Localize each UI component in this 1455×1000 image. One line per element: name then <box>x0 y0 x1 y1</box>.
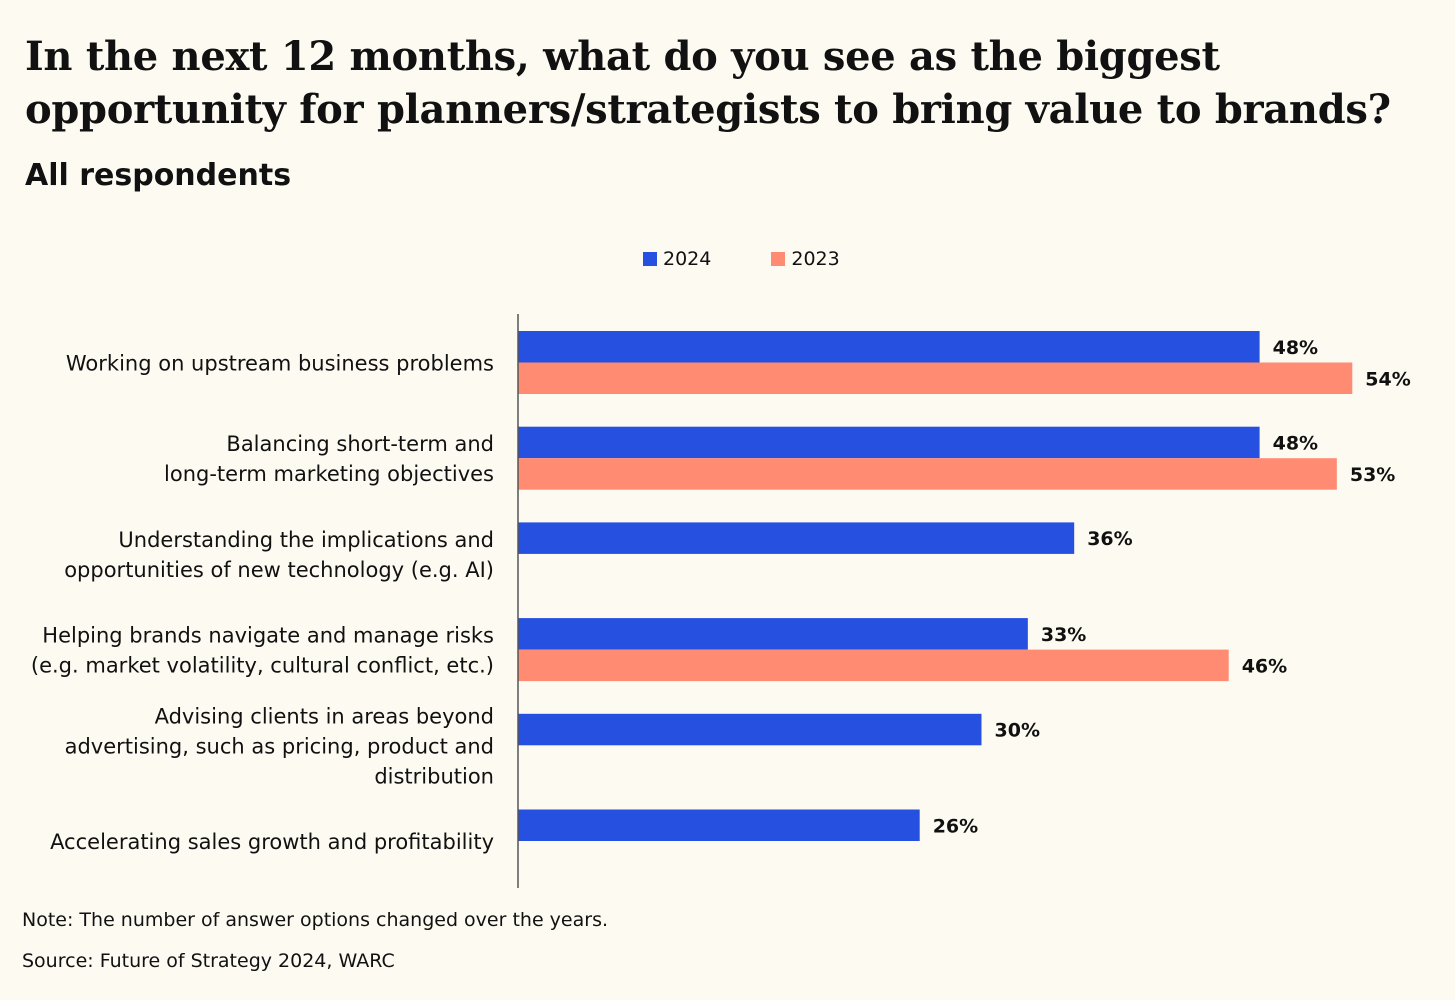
category-label-2: Understanding the implications and opport… <box>64 528 494 582</box>
legend-label-2023: 2023 <box>791 248 840 270</box>
chart-note: Note: The number of answer options chang… <box>22 909 609 931</box>
chart-title: In the next 12 months, what do you see a… <box>25 33 1391 133</box>
category-label-line: Understanding the implications and <box>118 528 494 552</box>
bar-2023-3 <box>518 649 1229 682</box>
category-label-line: Accelerating sales growth and profitabil… <box>50 830 494 854</box>
category-label-3: Helping brands navigate and manage risks… <box>31 624 494 678</box>
category-label-line: Helping brands navigate and manage risks <box>42 624 494 648</box>
bar-2024-0 <box>518 331 1260 363</box>
bar-2024-4 <box>518 713 982 746</box>
bar-2024-1 <box>518 426 1260 459</box>
value-label-2024-0: 48% <box>1273 337 1318 359</box>
category-label-4: Advising clients in areas beyond advertis… <box>65 704 494 788</box>
category-label-0: Working on upstream business problems <box>66 352 494 376</box>
legend-swatch-2024 <box>643 252 657 266</box>
value-label-2023-0: 54% <box>1365 368 1410 390</box>
category-label-line: Working on upstream business problems <box>66 352 494 376</box>
legend: 2024 2023 <box>643 248 900 270</box>
category-label-line: Advising clients in areas beyond <box>155 704 494 728</box>
value-label-2023-3: 46% <box>1242 655 1287 677</box>
category-label-line: advertising, such as pricing, product an… <box>65 734 494 758</box>
chart-subtitle: All respondents <box>25 158 292 193</box>
bar-2024-3 <box>518 618 1028 650</box>
legend-label-2024: 2024 <box>663 248 712 270</box>
legend-item-2024: 2024 <box>643 248 711 270</box>
legend-swatch-2023 <box>771 252 786 266</box>
value-label-2024-5: 26% <box>933 815 978 837</box>
category-label-5: Accelerating sales growth and profitabil… <box>50 830 494 854</box>
value-label-2024-2: 36% <box>1087 528 1132 550</box>
bar-2023-0 <box>518 362 1353 394</box>
chart-source: Source: Future of Strategy 2024, WARC <box>22 950 395 972</box>
category-label-line: long-term marketing objectives <box>164 462 494 486</box>
value-label-2024-3: 33% <box>1041 624 1086 646</box>
legend-item-2023: 2023 <box>771 248 840 270</box>
category-label-line: distribution <box>374 764 494 788</box>
bar-2023-1 <box>518 458 1337 490</box>
category-label-line: Balancing short-term and <box>226 432 494 456</box>
value-label-2023-1: 53% <box>1350 464 1395 486</box>
bar-2024-5 <box>518 809 920 841</box>
value-label-2024-1: 48% <box>1273 432 1318 454</box>
value-label-2024-4: 30% <box>995 720 1040 742</box>
category-label-1: Balancing short-term and long-term market… <box>164 432 494 486</box>
bar-2024-2 <box>518 522 1075 554</box>
category-label-line: opportunities of new technology (e.g. AI… <box>64 558 494 582</box>
category-label-line: (e.g. market volatility, cultural confli… <box>31 654 494 678</box>
